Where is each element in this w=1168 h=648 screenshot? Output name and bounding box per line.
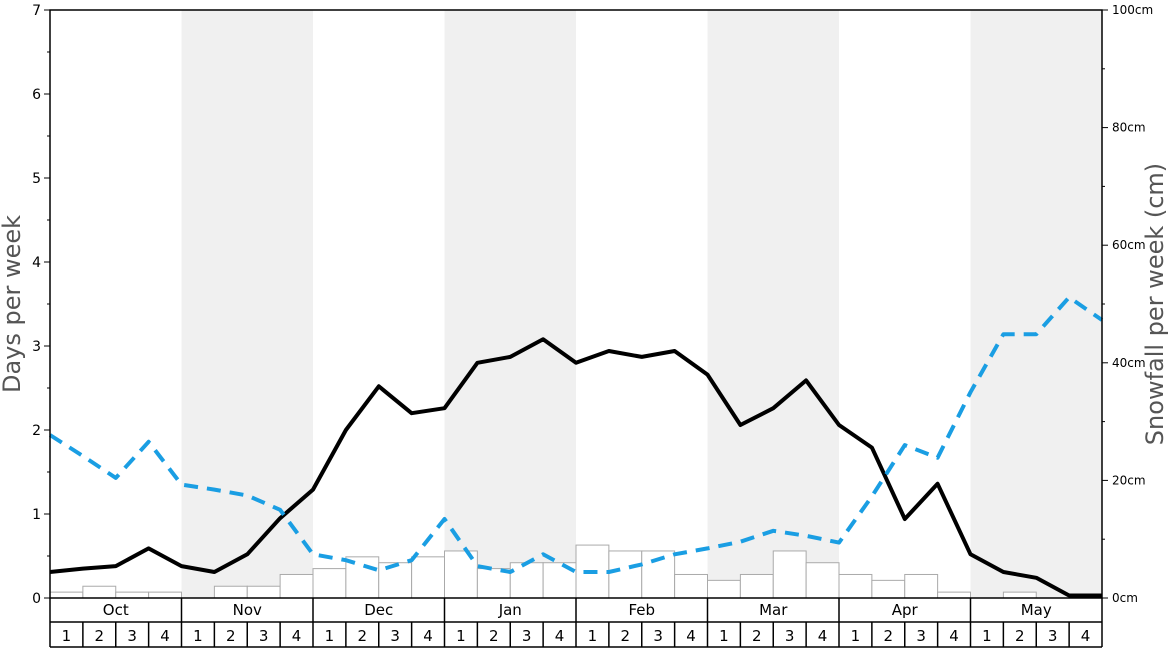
month-label-mar: Mar — [759, 601, 788, 619]
snowfall-bar — [246, 585, 281, 599]
left-tick-label: 4 — [32, 255, 41, 271]
week-label: 4 — [818, 627, 828, 645]
snowfall-bar — [707, 579, 741, 599]
snowfall-bar — [838, 573, 873, 599]
right-tick-label: 40cm — [1112, 356, 1146, 370]
week-label: 3 — [916, 627, 926, 645]
week-label: 3 — [785, 627, 795, 645]
week-label: 1 — [456, 627, 466, 645]
week-label: 2 — [358, 627, 368, 645]
right-tick-label: 20cm — [1112, 473, 1146, 487]
week-label: 2 — [226, 627, 236, 645]
week-label: 2 — [752, 627, 762, 645]
month-label-may: May — [1021, 601, 1052, 619]
week-label: 4 — [555, 627, 565, 645]
week-label: 4 — [423, 627, 433, 645]
week-label: 3 — [522, 627, 532, 645]
week-label: 3 — [653, 627, 663, 645]
month-label-jan: Jan — [498, 601, 522, 619]
week-label: 1 — [193, 627, 203, 645]
month-band-jan — [444, 10, 576, 598]
week-label: 2 — [1015, 627, 1025, 645]
week-label: 1 — [851, 627, 861, 645]
month-band-nov — [181, 10, 313, 598]
week-label: 4 — [686, 627, 696, 645]
snowfall-bar — [871, 579, 906, 599]
week-label: 1 — [588, 627, 598, 645]
snowfall-bar — [411, 556, 445, 599]
snowfall-bar — [49, 591, 84, 599]
month-label-oct: Oct — [103, 601, 129, 619]
week-label: 1 — [325, 627, 335, 645]
week-label: 3 — [127, 627, 137, 645]
right-tick-label: 100cm — [1112, 3, 1153, 17]
snowfall-bar — [739, 573, 774, 599]
snowfall-bar — [1002, 591, 1037, 599]
snowfall-bar — [937, 591, 971, 599]
left-axis-title: Days per week — [0, 215, 26, 393]
left-tick-label: 6 — [32, 87, 41, 103]
week-label: 1 — [62, 627, 72, 645]
snowfall-bar — [148, 591, 182, 599]
dashed-line-series — [48, 295, 1104, 574]
month-label-feb: Feb — [628, 601, 655, 619]
month-label-nov: Nov — [233, 601, 262, 619]
snowfall-bar — [213, 585, 248, 599]
week-label: 4 — [949, 627, 959, 645]
week-label: 2 — [95, 627, 105, 645]
month-shading-bands — [181, 10, 1102, 598]
left-tick-label: 5 — [32, 171, 41, 187]
week-label: 1 — [719, 627, 729, 645]
left-tick-label: 1 — [32, 507, 41, 523]
snowfall-bar — [312, 568, 347, 599]
solid-line-series — [49, 337, 1102, 598]
left-tick-label: 7 — [32, 3, 41, 19]
snowfall-bar — [279, 573, 314, 599]
month-band-mar — [707, 10, 839, 598]
month-label-dec: Dec — [364, 601, 393, 619]
snowfall-bar — [378, 562, 413, 599]
right-tick-label: 80cm — [1112, 121, 1146, 135]
snowfall-bar — [608, 550, 643, 599]
left-tick-label: 3 — [32, 339, 41, 355]
week-label: 2 — [621, 627, 631, 645]
right-tick-label: 0cm — [1112, 591, 1138, 605]
month-label-apr: Apr — [892, 601, 919, 619]
week-label: 4 — [160, 627, 170, 645]
snowfall-bar — [115, 591, 150, 599]
week-label: 4 — [1081, 627, 1091, 645]
right-axis-ticks: 0cm 20cm 40cm 60cm 80cm 100cm — [1102, 3, 1153, 605]
left-axis-ticks: 0 1 2 3 4 5 6 7 — [32, 3, 50, 607]
week-label: 3 — [259, 627, 269, 645]
data-lines — [48, 295, 1104, 598]
week-label: 2 — [489, 627, 499, 645]
week-label: 3 — [1048, 627, 1058, 645]
snowfall-bar — [805, 562, 840, 599]
snowfall-bar — [674, 573, 708, 599]
left-tick-label: 2 — [32, 423, 41, 439]
month-week-axis: Oct 1 2 3 4 Nov 1 2 3 4 Dec 1 2 3 4 Jan 1 2 3 4 Feb 1 2 3 4 Mar 1 2… — [49, 598, 1103, 648]
left-tick-label: 0 — [32, 591, 41, 607]
week-label: 4 — [292, 627, 302, 645]
week-label: 2 — [884, 627, 894, 645]
week-label: 3 — [390, 627, 400, 645]
snowfall-bar — [904, 573, 939, 599]
snowfall-bar — [509, 562, 544, 599]
right-axis-title: Snowfall per week (cm) — [1141, 163, 1168, 445]
right-tick-label: 60cm — [1112, 238, 1146, 252]
snowfall-bar — [772, 550, 807, 599]
snowfall-bars — [49, 544, 1037, 599]
snowfall-bar — [82, 585, 117, 599]
snowfall-bar — [476, 568, 511, 599]
week-label: 1 — [982, 627, 992, 645]
